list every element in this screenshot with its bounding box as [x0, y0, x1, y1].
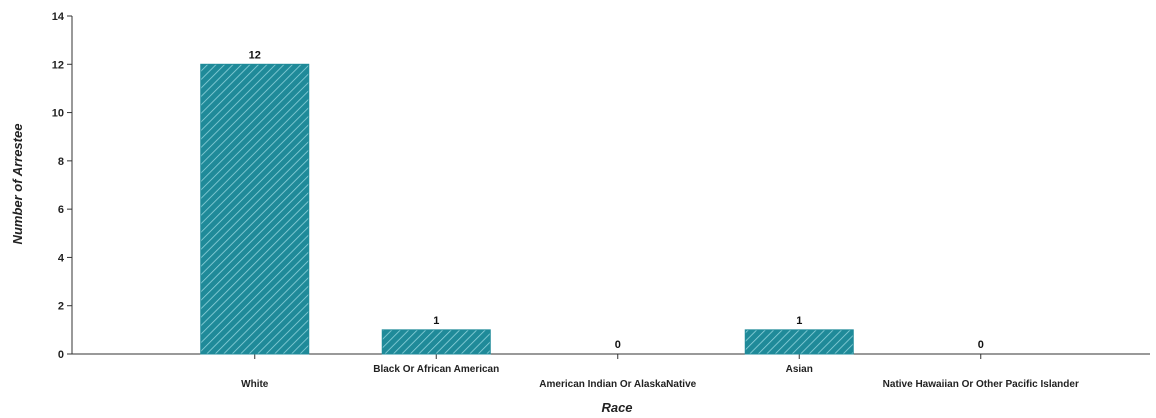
bar — [381, 329, 491, 355]
data-labels-group: 12 1 0 1 0 — [249, 49, 984, 351]
category-label: Black Or African American — [373, 364, 499, 375]
y-tick-label: 10 — [52, 108, 64, 120]
data-label: 1 — [433, 315, 439, 327]
y-tick-label: 0 — [58, 349, 64, 361]
y-tick-label: 4 — [58, 252, 65, 264]
data-label: 12 — [249, 49, 261, 61]
x-axis — [72, 353, 1150, 359]
bar — [744, 329, 854, 355]
y-axis: 0 2 4 6 8 10 12 14 — [52, 11, 73, 361]
category-label: Native Hawaiian Or Other Pacific Islande… — [883, 379, 1079, 390]
y-tick-label: 8 — [58, 156, 64, 168]
y-axis-title: Number of Arrestee — [10, 124, 25, 245]
category-label: White — [241, 379, 269, 390]
category-label: American Indian Or AlaskaNative — [539, 379, 696, 390]
category-label: Asian — [786, 364, 813, 375]
y-tick-label: 2 — [58, 301, 64, 313]
y-tick-label: 6 — [58, 204, 64, 216]
data-label: 1 — [796, 315, 802, 327]
data-label: 0 — [978, 339, 984, 351]
bar — [200, 63, 310, 355]
data-label: 0 — [615, 339, 621, 351]
category-labels-group: White Black Or African American American I… — [241, 364, 1079, 390]
y-tick-label: 12 — [52, 59, 64, 71]
bars-group — [200, 63, 854, 355]
y-tick-label: 14 — [52, 11, 65, 23]
x-axis-title: Race — [601, 400, 632, 415]
